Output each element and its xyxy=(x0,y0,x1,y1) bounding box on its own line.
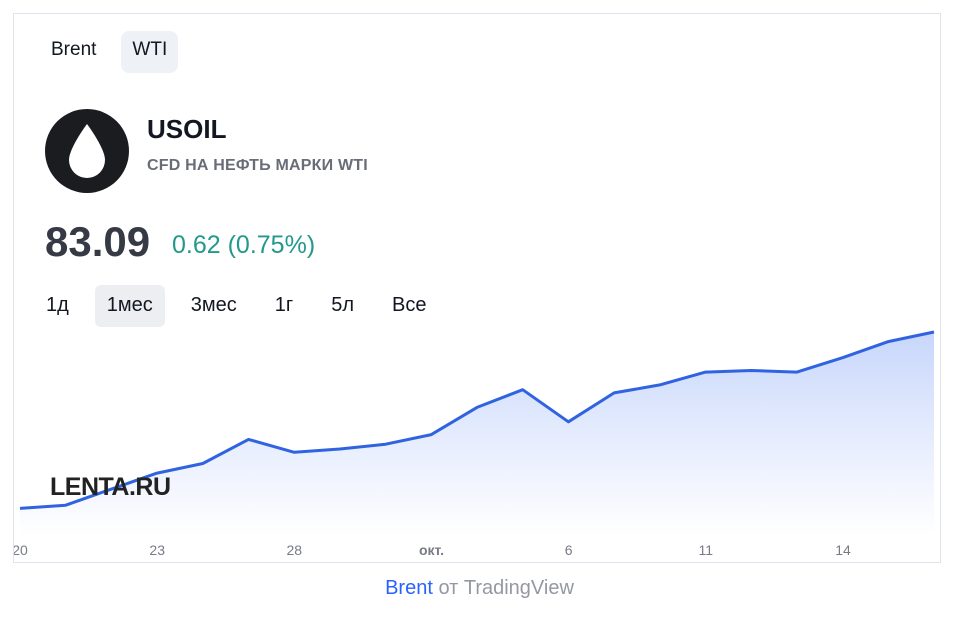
range-3m[interactable]: 3мес xyxy=(190,294,237,316)
footer-attribution: Brent от TradingView xyxy=(0,577,959,600)
tab-wti[interactable]: WTI xyxy=(121,31,179,73)
instrument-tabs: Brent WTI xyxy=(40,31,179,73)
x-axis: 20 23 28 окт. 6 11 14 xyxy=(14,542,851,558)
x-tick-label: 20 xyxy=(14,542,28,558)
x-tick-label: 14 xyxy=(835,542,851,558)
instrument-symbol[interactable]: USOIL xyxy=(147,114,227,144)
range-1m[interactable]: 1мес xyxy=(94,285,165,327)
tab-brent[interactable]: Brent xyxy=(51,39,97,60)
x-tick-label: 28 xyxy=(287,542,303,558)
chart-widget: Brent WTI USOIL CFD НА НЕФТЬ МАРКИ WTI 8… xyxy=(13,13,941,563)
range-5y[interactable]: 5л xyxy=(331,294,355,316)
footer-link[interactable]: Brent xyxy=(385,577,433,599)
x-tick-label: 11 xyxy=(699,542,714,558)
x-tick-label: 23 xyxy=(149,542,165,558)
x-tick-label: 6 xyxy=(565,542,573,558)
lenta-logo: LENTA.RU xyxy=(50,473,171,501)
range-1d[interactable]: 1д xyxy=(46,294,69,316)
footer-text: от TradingView xyxy=(432,577,574,599)
area-fill xyxy=(20,332,934,536)
price-change: 0.62 (0.75%) xyxy=(172,231,316,259)
range-1y[interactable]: 1г xyxy=(274,294,294,316)
instrument-description: CFD НА НЕФТЬ МАРКИ WTI xyxy=(147,157,368,174)
price-line xyxy=(19,330,935,510)
last-price: 83.09 xyxy=(45,218,151,265)
x-tick-label: окт. xyxy=(419,542,444,558)
range-selector: 1д 1мес 3мес 1г 5л Все xyxy=(34,285,438,327)
price-chart[interactable]: 20 23 28 окт. 6 11 14 xyxy=(14,314,940,562)
range-all[interactable]: Все xyxy=(392,294,427,316)
oil-drop-icon xyxy=(45,109,129,193)
